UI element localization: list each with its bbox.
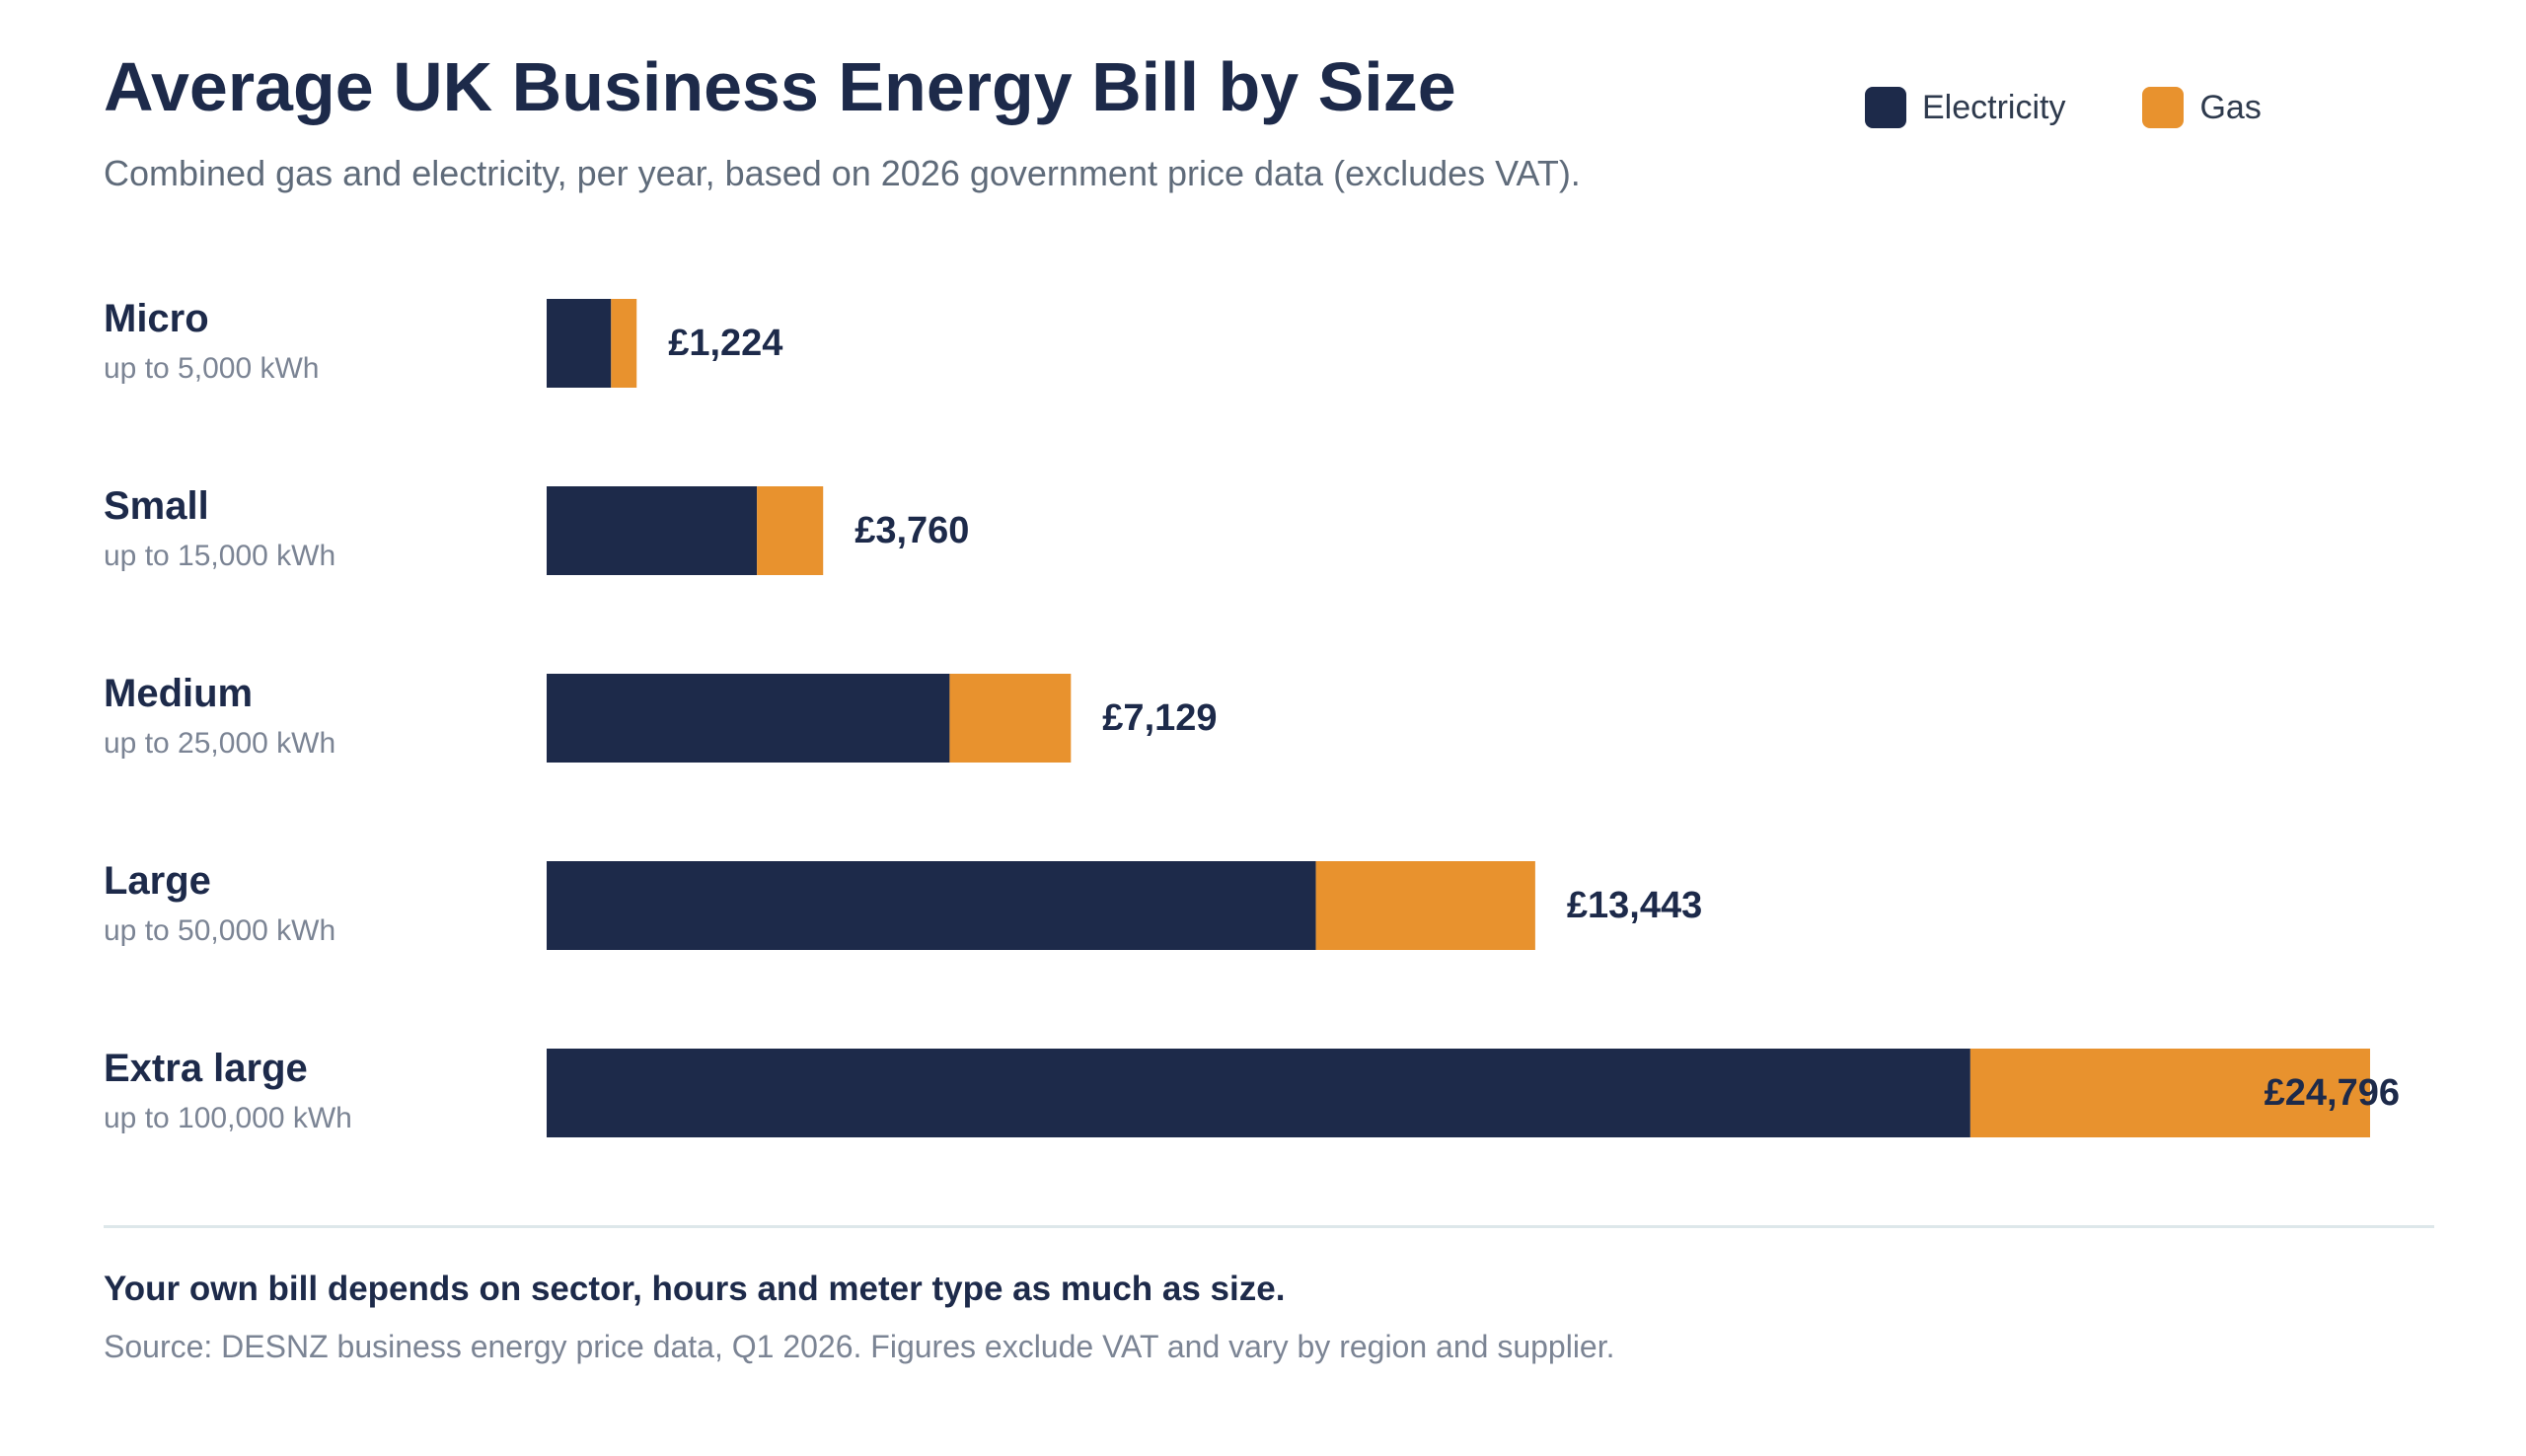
bar-electricity-large (547, 861, 1316, 950)
bar-gas-extra-large (1969, 1049, 2370, 1137)
source-note: Source: DESNZ business energy price data… (104, 1329, 1615, 1364)
category-name: Small (104, 484, 209, 528)
legend-swatch-gas (2142, 87, 2185, 128)
bar-gas-small (757, 486, 824, 575)
total-label: £3,760 (854, 510, 969, 551)
bar-electricity-micro (547, 299, 612, 388)
bar-gas-large (1315, 861, 1535, 950)
category-range: up to 5,000 kWh (104, 352, 320, 385)
legend-label-electricity: Electricity (1922, 88, 2066, 126)
category-range: up to 15,000 kWh (104, 540, 336, 572)
total-label: £7,129 (1102, 697, 1217, 739)
total-label: £13,443 (1567, 885, 1702, 926)
divider (104, 1225, 2434, 1228)
bar-electricity-medium (547, 674, 950, 763)
total-label: £1,224 (668, 323, 782, 364)
category-name: Micro (104, 297, 209, 340)
legend-swatch-electricity (1865, 87, 1906, 128)
legend-label-gas: Gas (2199, 88, 2262, 126)
category-name: Medium (104, 672, 254, 715)
category-range: up to 25,000 kWh (104, 727, 336, 760)
total-label: £24,796 (2265, 1072, 2400, 1114)
chart-subtitle: Combined gas and electricity, per year, … (104, 153, 1581, 193)
bar-gas-micro (611, 299, 637, 388)
bar-gas-medium (949, 674, 1072, 763)
legend: Electricity Gas (1865, 87, 2262, 128)
category-name: Extra large (104, 1047, 308, 1090)
legend-item-electricity: Electricity (1865, 87, 2065, 128)
bar-electricity-extra-large (547, 1049, 1970, 1137)
bar-electricity-small (547, 486, 758, 575)
category-range: up to 50,000 kWh (104, 914, 336, 947)
category-range: up to 100,000 kWh (104, 1102, 352, 1134)
category-name: Large (104, 859, 211, 903)
chart-title: Average UK Business Energy Bill by Size (104, 48, 1456, 125)
footnote: Your own bill depends on sector, hours a… (104, 1270, 1286, 1308)
legend-item-gas: Gas (2142, 87, 2262, 128)
